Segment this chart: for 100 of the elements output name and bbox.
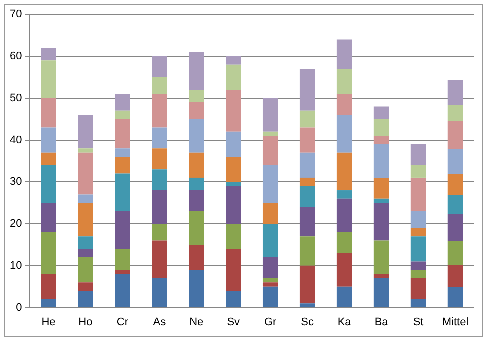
bar <box>448 287 464 308</box>
bar <box>41 48 56 61</box>
y-tick-label: 70 <box>10 8 22 21</box>
x-tick-label: Sc <box>301 316 315 328</box>
bar <box>336 286 352 308</box>
bar <box>152 170 168 191</box>
bar <box>336 198 352 232</box>
bar <box>262 132 278 136</box>
bar <box>410 211 426 228</box>
bar <box>41 98 56 128</box>
bar <box>410 144 426 166</box>
bar <box>374 119 390 136</box>
y-tick-label: 20 <box>10 218 22 230</box>
bar <box>336 40 352 70</box>
y-tick-label: 0 <box>16 302 22 314</box>
bar <box>78 203 94 237</box>
bar <box>189 270 204 308</box>
bar <box>78 249 94 258</box>
bar <box>189 244 204 270</box>
bar <box>189 178 204 191</box>
bar <box>448 149 464 174</box>
bar <box>336 94 352 116</box>
bar <box>300 152 316 178</box>
bar <box>115 148 130 158</box>
bar <box>374 203 390 241</box>
bar <box>374 106 390 120</box>
bar <box>410 236 426 262</box>
y-tick-label: 50 <box>10 92 22 104</box>
bar <box>374 136 390 144</box>
bar <box>300 304 316 308</box>
x-tick-label: Ne <box>190 316 204 328</box>
bar <box>410 299 426 308</box>
bar <box>115 249 130 270</box>
bar <box>152 224 168 241</box>
x-tick-label: As <box>153 316 167 328</box>
bar <box>41 60 56 98</box>
bar <box>189 119 204 153</box>
bar <box>300 178 316 186</box>
bar <box>300 236 316 266</box>
bar <box>448 174 464 196</box>
bar <box>41 128 56 153</box>
bar <box>374 274 390 278</box>
bar <box>448 265 464 288</box>
bar <box>78 236 94 250</box>
bar <box>448 214 464 242</box>
bar <box>226 157 242 182</box>
bar <box>300 69 316 111</box>
bar <box>41 299 56 308</box>
bar <box>336 152 352 191</box>
bar <box>78 282 94 292</box>
x-tick-label: He <box>42 316 56 328</box>
bar <box>115 110 130 120</box>
bar <box>374 278 390 308</box>
x-tick-label: Ka <box>338 316 352 328</box>
bar <box>115 211 130 250</box>
bar <box>336 69 352 94</box>
bar <box>78 291 94 308</box>
y-tick-label: 40 <box>10 134 22 146</box>
x-tick-label: St <box>413 316 424 328</box>
bar <box>448 105 464 121</box>
bar <box>78 148 94 153</box>
bar <box>115 270 130 274</box>
bar <box>410 228 426 237</box>
bar <box>374 178 390 199</box>
bar <box>336 190 352 199</box>
bar <box>262 286 278 308</box>
bar <box>300 110 316 128</box>
bar <box>189 152 204 178</box>
bar <box>410 278 426 300</box>
bar <box>410 178 426 212</box>
bar <box>189 90 204 103</box>
bar <box>78 115 94 149</box>
bar <box>226 56 242 65</box>
bar <box>152 278 168 308</box>
bar <box>115 157 130 174</box>
bar <box>189 102 204 120</box>
bar <box>115 274 130 308</box>
bar <box>226 249 242 292</box>
x-tick-label: Sv <box>227 316 241 328</box>
bar <box>115 119 130 149</box>
bar <box>226 64 242 90</box>
bar <box>226 224 242 250</box>
bar <box>300 128 316 153</box>
bar <box>152 148 168 170</box>
bar <box>262 258 278 278</box>
bar <box>152 77 168 94</box>
bar <box>226 132 242 158</box>
bar <box>262 136 278 166</box>
y-tick-label: 10 <box>10 260 22 272</box>
bar <box>41 274 56 300</box>
bar <box>78 258 94 283</box>
x-tick-label: Mittel <box>442 316 469 328</box>
bar <box>374 144 390 178</box>
bar <box>262 278 278 283</box>
bar <box>336 115 352 153</box>
bar <box>226 291 242 308</box>
bar <box>262 282 278 287</box>
y-tick-label: 60 <box>10 50 22 63</box>
bar <box>410 165 426 178</box>
bar <box>262 98 278 132</box>
